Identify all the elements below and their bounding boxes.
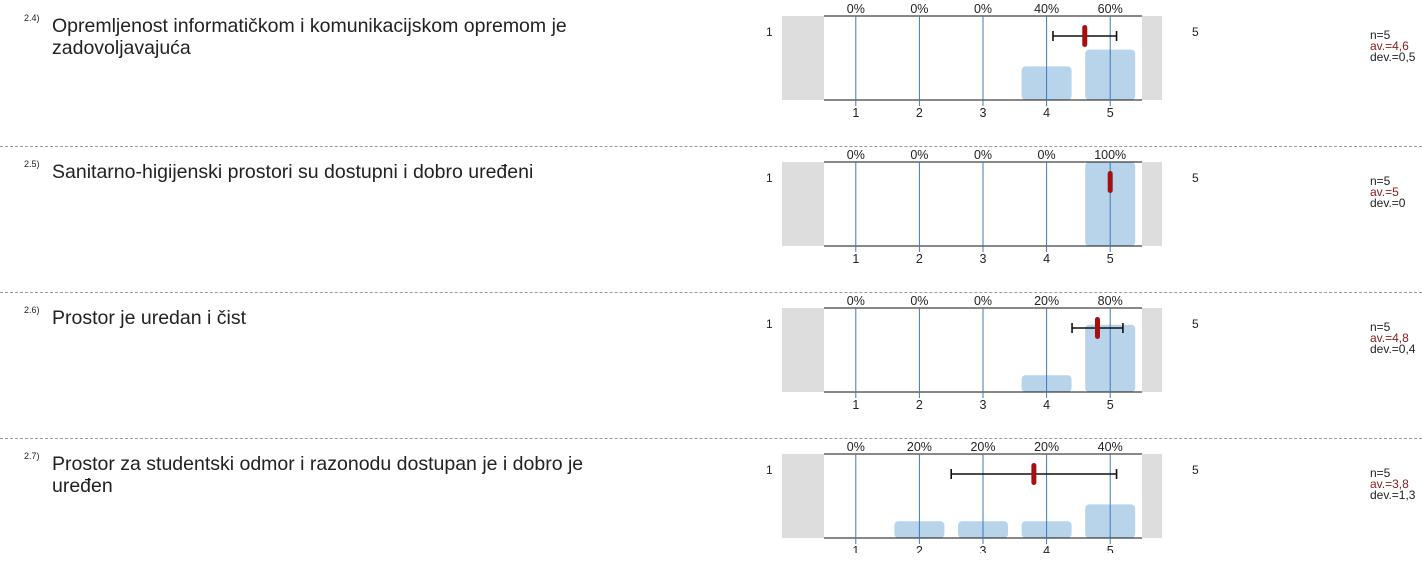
question-number: 2.4) xyxy=(24,13,40,23)
stat-deviation: dev.=1,3 xyxy=(1370,488,1416,502)
tick-label: 3 xyxy=(980,252,987,266)
question-text: Opremljenost informatičkom i komunikacij… xyxy=(52,15,567,59)
question-row-2: 2.5) Sanitarno-higijenski prostori su do… xyxy=(0,146,1422,292)
mean-marker xyxy=(1107,171,1113,193)
tick-label: 3 xyxy=(980,106,987,120)
row-separator xyxy=(0,438,1422,439)
tick-label: 1 xyxy=(852,398,859,412)
question-text: Sanitarno-higijenski prostori su dostupn… xyxy=(52,161,534,183)
question-number: 2.7) xyxy=(24,451,40,461)
scale-panel-left xyxy=(782,308,824,392)
value-label: 20% xyxy=(970,440,995,454)
scale-high-label: 5 xyxy=(1192,317,1199,331)
value-label: 20% xyxy=(907,440,932,454)
scale-panel-right xyxy=(1142,308,1162,392)
scale-low-label: 1 xyxy=(766,317,773,331)
stats-block: n=5 av.=4,6 dev.=0,5 xyxy=(1370,28,1416,64)
scale-high-label: 5 xyxy=(1192,463,1199,477)
scale-panel-left xyxy=(782,454,824,538)
mean-marker xyxy=(1082,25,1088,47)
value-label: 0% xyxy=(910,148,928,162)
stat-deviation: dev.=0,4 xyxy=(1370,342,1416,356)
row-separator xyxy=(0,292,1422,293)
scale-panel-right xyxy=(1142,162,1162,246)
stat-deviation: dev.=0,5 xyxy=(1370,50,1416,64)
tick-label: 3 xyxy=(980,398,987,412)
response-chart: 0% 1 0% 2 0% 3 0% 4 100% 5 xyxy=(782,148,1162,266)
tick-label: 2 xyxy=(916,544,923,553)
value-label: 60% xyxy=(1098,2,1123,16)
tick-label: 5 xyxy=(1107,252,1114,266)
scale-high-label: 5 xyxy=(1192,171,1199,185)
tick-label: 5 xyxy=(1107,544,1114,553)
scale-panel-right xyxy=(1142,454,1162,538)
scale-low-label: 1 xyxy=(766,171,773,185)
value-label: 100% xyxy=(1094,148,1126,162)
value-label: 0% xyxy=(847,440,865,454)
value-label: 0% xyxy=(910,2,928,16)
stat-deviation: dev.=0 xyxy=(1370,196,1406,210)
tick-label: 5 xyxy=(1107,398,1114,412)
question-row-3: 2.6) Prostor je uredan i čist 1 0% 1 0% 2 0%… xyxy=(0,292,1422,438)
response-chart: 0% 1 20% 2 20% 3 20% 4 40% 5 xyxy=(782,440,1162,553)
tick-label: 1 xyxy=(852,252,859,266)
stat-average: av.=5 xyxy=(1370,185,1399,199)
value-label: 80% xyxy=(1098,294,1123,308)
value-label: 20% xyxy=(1034,294,1059,308)
scale-low-label: 1 xyxy=(766,463,773,477)
value-label: 40% xyxy=(1098,440,1123,454)
stats-block: n=5 av.=3,8 dev.=1,3 xyxy=(1370,466,1416,502)
response-chart: 0% 1 0% 2 0% 3 40% 4 60% 5 xyxy=(782,2,1162,120)
question-row-1: 2.4) Opremljenost informatičkom i komuni… xyxy=(0,0,1422,146)
tick-label: 2 xyxy=(916,398,923,412)
tick-label: 4 xyxy=(1043,544,1050,553)
stats-block: n=5 av.=5 dev.=0 xyxy=(1370,174,1406,210)
question-text: Prostor je uredan i čist xyxy=(52,307,247,329)
mean-marker xyxy=(1031,463,1037,485)
value-label: 20% xyxy=(1034,440,1059,454)
response-chart: 0%10%20%320%480%5 xyxy=(782,294,1162,412)
value-label: 0% xyxy=(974,294,992,308)
tick-label: 1 xyxy=(852,106,859,120)
row-separator xyxy=(0,146,1422,147)
value-label: 0% xyxy=(1038,148,1056,162)
value-label: 0% xyxy=(974,148,992,162)
stat-n: n=5 xyxy=(1370,174,1391,188)
tick-label: 2 xyxy=(916,106,923,120)
value-label: 40% xyxy=(1034,2,1059,16)
stat-average: av.=4,8 xyxy=(1370,331,1409,345)
tick-label: 1 xyxy=(852,544,859,553)
value-label: 0% xyxy=(847,294,865,308)
value-label: 0% xyxy=(910,294,928,308)
question-number: 2.5) xyxy=(24,159,40,169)
tick-label: 5 xyxy=(1107,106,1114,120)
value-label: 0% xyxy=(974,2,992,16)
value-label: 0% xyxy=(847,148,865,162)
stats-block: n=5 av.=4,8 dev.=0,4 xyxy=(1370,320,1416,356)
stat-n: n=5 xyxy=(1370,28,1391,42)
tick-label: 4 xyxy=(1043,106,1050,120)
tick-label: 4 xyxy=(1043,398,1050,412)
stat-average: av.=4,6 xyxy=(1370,39,1409,53)
scale-high-label: 5 xyxy=(1192,25,1199,39)
question-text: Prostor za studentski odmor i razonodu d… xyxy=(52,453,584,497)
question-row-4: 2.7) Prostor za studentski odmor i razon… xyxy=(0,438,1422,584)
question-number: 2.6) xyxy=(24,305,40,315)
tick-label: 4 xyxy=(1043,252,1050,266)
scale-panel-left xyxy=(782,162,824,246)
scale-panel-right xyxy=(1142,16,1162,100)
stat-n: n=5 xyxy=(1370,320,1391,334)
stat-average: av.=3,8 xyxy=(1370,477,1409,491)
value-label: 0% xyxy=(847,2,865,16)
stat-n: n=5 xyxy=(1370,466,1391,480)
mean-marker xyxy=(1094,317,1100,339)
scale-low-label: 1 xyxy=(766,25,773,39)
tick-label: 3 xyxy=(980,544,987,553)
tick-label: 2 xyxy=(916,252,923,266)
scale-panel-left xyxy=(782,16,824,100)
